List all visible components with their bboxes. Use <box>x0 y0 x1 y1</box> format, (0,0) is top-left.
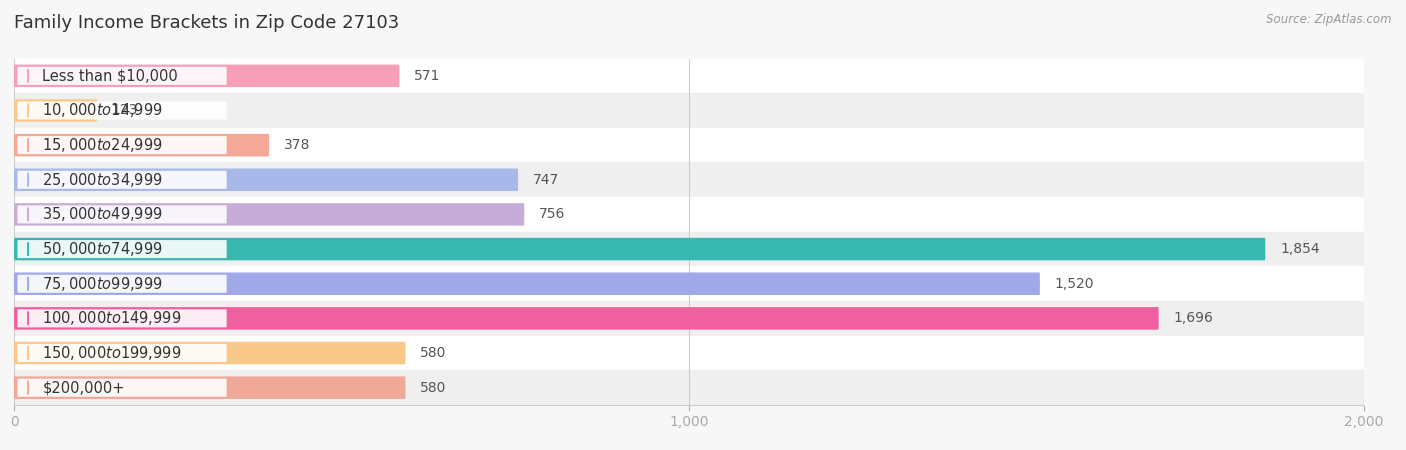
Text: 1,854: 1,854 <box>1279 242 1320 256</box>
FancyBboxPatch shape <box>14 272 1040 295</box>
Text: Source: ZipAtlas.com: Source: ZipAtlas.com <box>1267 14 1392 27</box>
Bar <box>14 93 1364 128</box>
Text: $15,000 to $24,999: $15,000 to $24,999 <box>42 136 163 154</box>
Bar <box>14 336 1364 370</box>
Text: 123: 123 <box>112 104 138 117</box>
FancyBboxPatch shape <box>17 67 226 85</box>
Text: Family Income Brackets in Zip Code 27103: Family Income Brackets in Zip Code 27103 <box>14 14 399 32</box>
FancyBboxPatch shape <box>14 203 524 226</box>
Text: 1,696: 1,696 <box>1174 311 1213 325</box>
Text: $100,000 to $149,999: $100,000 to $149,999 <box>42 310 181 328</box>
FancyBboxPatch shape <box>17 136 226 154</box>
FancyBboxPatch shape <box>14 134 269 157</box>
Bar <box>14 128 1364 162</box>
Bar <box>14 162 1364 197</box>
Text: $10,000 to $14,999: $10,000 to $14,999 <box>42 102 163 120</box>
Text: $150,000 to $199,999: $150,000 to $199,999 <box>42 344 181 362</box>
Text: $50,000 to $74,999: $50,000 to $74,999 <box>42 240 163 258</box>
Bar <box>14 301 1364 336</box>
FancyBboxPatch shape <box>17 378 226 397</box>
FancyBboxPatch shape <box>14 238 1265 261</box>
FancyBboxPatch shape <box>17 309 226 328</box>
Text: 580: 580 <box>420 346 447 360</box>
Text: 1,520: 1,520 <box>1054 277 1094 291</box>
Bar <box>14 232 1364 266</box>
FancyBboxPatch shape <box>14 64 399 87</box>
FancyBboxPatch shape <box>14 99 97 122</box>
Text: 571: 571 <box>415 69 440 83</box>
FancyBboxPatch shape <box>17 171 226 189</box>
FancyBboxPatch shape <box>17 344 226 362</box>
Text: $25,000 to $34,999: $25,000 to $34,999 <box>42 171 163 189</box>
Text: $35,000 to $49,999: $35,000 to $49,999 <box>42 205 163 224</box>
Text: 756: 756 <box>538 207 565 221</box>
FancyBboxPatch shape <box>17 240 226 258</box>
FancyBboxPatch shape <box>14 168 519 191</box>
FancyBboxPatch shape <box>14 307 1159 330</box>
Text: $200,000+: $200,000+ <box>42 380 125 395</box>
Bar <box>14 58 1364 93</box>
Text: Less than $10,000: Less than $10,000 <box>42 68 179 83</box>
Text: 747: 747 <box>533 173 560 187</box>
FancyBboxPatch shape <box>14 376 405 399</box>
Bar <box>14 266 1364 301</box>
Text: 580: 580 <box>420 381 447 395</box>
FancyBboxPatch shape <box>17 205 226 224</box>
FancyBboxPatch shape <box>14 342 405 365</box>
Bar <box>14 197 1364 232</box>
Bar <box>14 370 1364 405</box>
FancyBboxPatch shape <box>17 274 226 293</box>
Text: 378: 378 <box>284 138 311 152</box>
Text: $75,000 to $99,999: $75,000 to $99,999 <box>42 274 163 293</box>
FancyBboxPatch shape <box>17 101 226 120</box>
